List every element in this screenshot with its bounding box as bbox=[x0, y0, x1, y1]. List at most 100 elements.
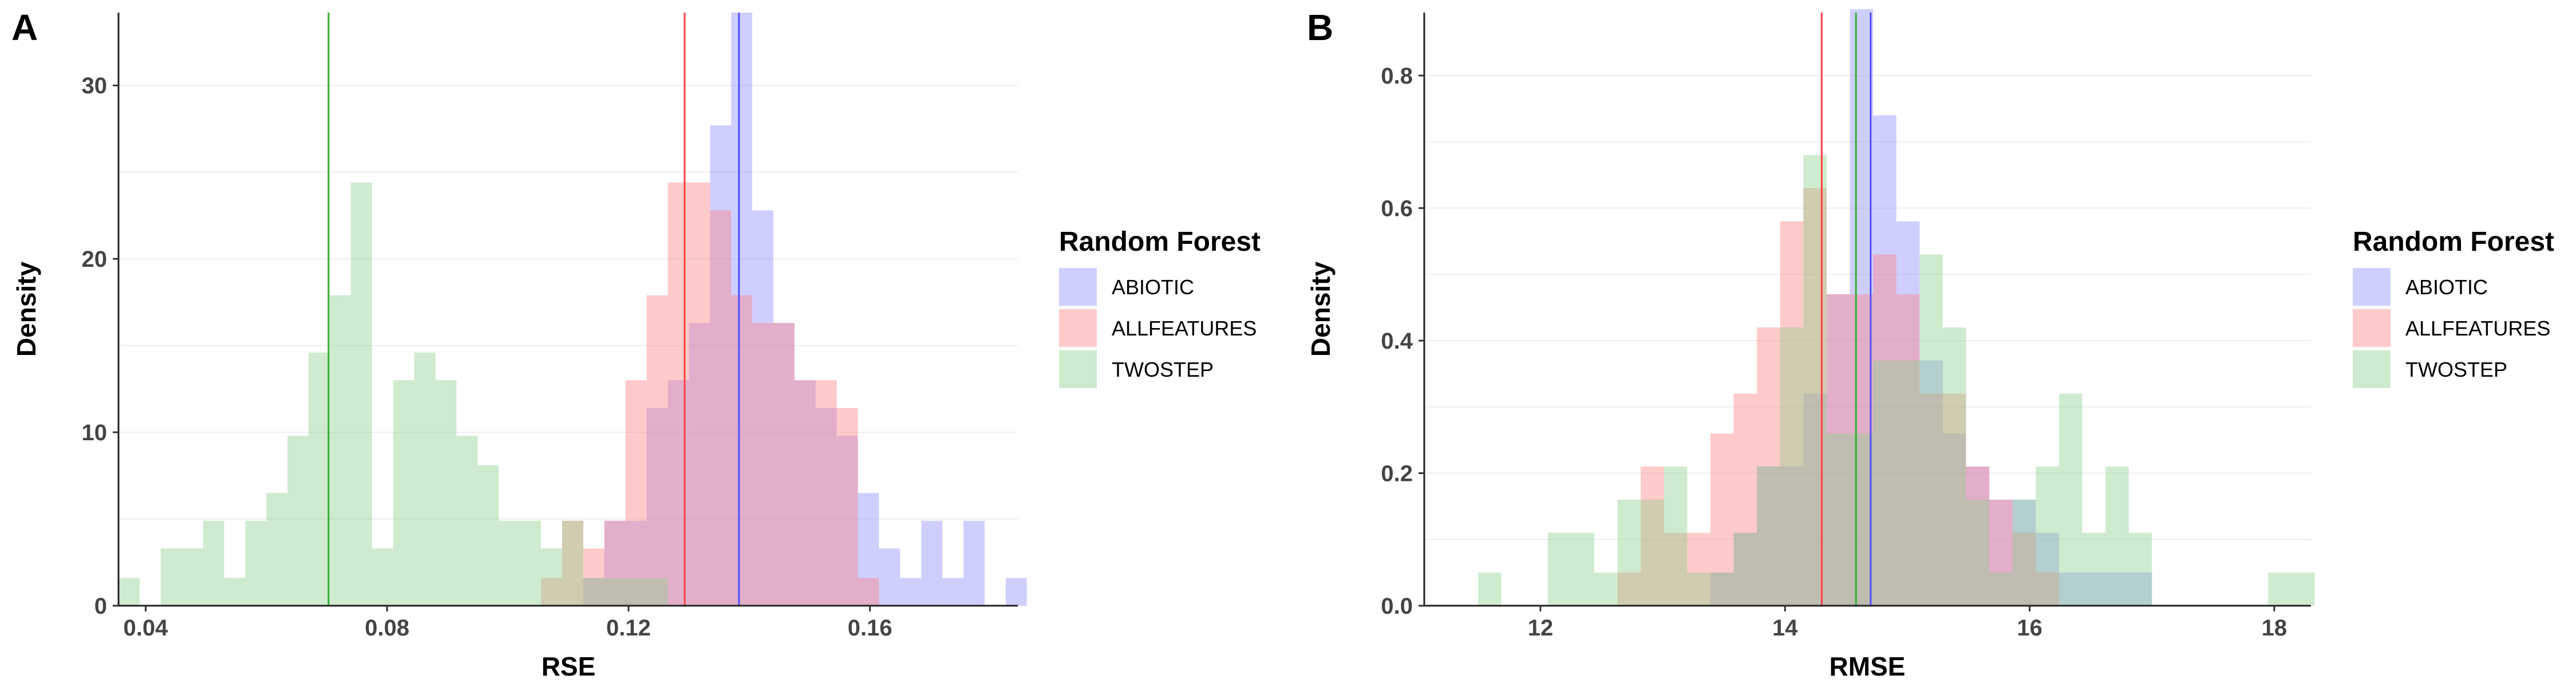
panel-a-bar-twostep bbox=[224, 578, 246, 606]
panel-a-bar-abiotic bbox=[921, 520, 943, 606]
panel-a-bar-abiotic bbox=[710, 125, 732, 606]
panel-b-legend-label-allfeatures: ALLFEATURES bbox=[2405, 317, 2550, 340]
panel-a-bar-twostep bbox=[266, 493, 288, 606]
panel-b-bar-twostep bbox=[1641, 499, 1664, 606]
panel-b-legend-key-allfeatures bbox=[2353, 309, 2391, 347]
panel-a-bar-abiotic bbox=[942, 578, 964, 606]
panel-a-x-tick-label: 0.12 bbox=[606, 615, 651, 641]
panel-b-x-axis-title: RMSE bbox=[1830, 652, 1906, 681]
panel-a-bar-twostep bbox=[245, 520, 267, 606]
panel-a-bar-allfeatures bbox=[583, 548, 605, 606]
panel-a-bar-twostep bbox=[160, 548, 182, 606]
panel-b-y-tick-label: 0.2 bbox=[1381, 461, 1413, 486]
panel-b-bar-allfeatures bbox=[1850, 294, 1874, 606]
panel-b-bar-allfeatures bbox=[1733, 393, 1757, 606]
panel-a-bar-allfeatures bbox=[625, 380, 647, 606]
panel-b-y-tick-label: 0.4 bbox=[1381, 329, 1413, 354]
panel-b-bar-twostep bbox=[2291, 572, 2315, 606]
panel-b-legend-label-twostep: TWOSTEP bbox=[2405, 358, 2507, 381]
panel-b-bar-twostep bbox=[1966, 499, 1990, 606]
panel-b-bar-twostep bbox=[1780, 327, 1804, 606]
panel-b-bar-twostep bbox=[1989, 572, 2013, 606]
panel-b-bar-twostep bbox=[1687, 572, 1710, 606]
panel-a-bar-abiotic bbox=[858, 493, 879, 606]
panel-b-bar-allfeatures bbox=[1710, 433, 1734, 606]
panel-b-bar-abiotic bbox=[1989, 499, 2013, 606]
panel-b-bar-allfeatures bbox=[1989, 499, 2013, 606]
panel-b-bar-abiotic bbox=[1826, 294, 1850, 606]
panel-a-gridlines bbox=[118, 85, 1018, 606]
panel-b-bar-abiotic bbox=[1710, 572, 1734, 606]
panel-a-bar-allfeatures bbox=[752, 323, 773, 606]
panel-a-bar-abiotic bbox=[731, 13, 753, 606]
panel-a-bar-twostep bbox=[203, 520, 224, 606]
panel-b-x-tick-label: 14 bbox=[1772, 615, 1798, 641]
panel-a-x-tick-label: 0.08 bbox=[365, 615, 409, 641]
panel-b-bar-twostep bbox=[1803, 155, 1827, 606]
panel-a-bar-abiotic bbox=[773, 323, 795, 606]
panel-a-bar-abiotic bbox=[815, 408, 837, 606]
panel-a-y-axis-title: Density bbox=[11, 262, 41, 357]
panel-b-bar-abiotic bbox=[2128, 572, 2152, 606]
panel-b-legend-label-abiotic: ABIOTIC bbox=[2405, 275, 2488, 299]
panel-a-bar-abiotic bbox=[794, 380, 816, 606]
panel-a-bar-twostep bbox=[541, 548, 562, 606]
panel-a-legend: Random Forest ABIOTIC ALLFEATURES TWOSTEP bbox=[1059, 227, 1261, 388]
panel-b-bar-allfeatures bbox=[1757, 327, 1780, 606]
panel-b-bar-allfeatures bbox=[1664, 532, 1688, 606]
panel-a-histogram: A 0.04 0.08 0.12 0.16 0 10 20 30 RSE Density Ra… bbox=[11, 7, 1261, 681]
panel-a-legend-key-twostep bbox=[1059, 350, 1097, 388]
panel-a-bar-twostep bbox=[646, 578, 668, 606]
panel-b-legend-title: Random Forest bbox=[2353, 227, 2554, 257]
panel-a-bar-abiotic bbox=[583, 578, 605, 606]
panel-b-y-tick-label: 0.6 bbox=[1381, 196, 1413, 221]
panel-a-y-tick-label: 30 bbox=[82, 73, 108, 98]
panel-b-bar-abiotic bbox=[1757, 466, 1780, 606]
panel-a-legend-label-twostep: TWOSTEP bbox=[1112, 358, 1214, 381]
panel-a-bar-allfeatures bbox=[646, 295, 668, 606]
panel-b-label: B bbox=[1307, 7, 1333, 48]
panel-a-bar-twostep bbox=[309, 352, 330, 606]
panel-b-bar-abiotic bbox=[2036, 532, 2059, 606]
panel-b-bar-allfeatures bbox=[1803, 188, 1827, 606]
panel-a-bar-allfeatures bbox=[562, 520, 583, 606]
panel-a-bars bbox=[118, 13, 1027, 606]
panel-a-bar-twostep bbox=[181, 548, 203, 606]
panel-b-bar-abiotic bbox=[1873, 115, 1897, 606]
panel-a-bar-abiotic bbox=[604, 520, 626, 606]
panel-a-bar-allfeatures bbox=[815, 380, 837, 606]
panel-b-bar-abiotic bbox=[1733, 532, 1757, 606]
panel-a-x-tick-label: 0.16 bbox=[848, 615, 892, 641]
panel-a-bar-allfeatures bbox=[731, 295, 753, 606]
panel-a-bar-abiotic bbox=[963, 520, 985, 606]
panel-a-bar-twostep bbox=[562, 520, 583, 606]
panel-b-bar-allfeatures bbox=[2012, 532, 2036, 606]
panel-a-bar-twostep bbox=[330, 295, 351, 606]
panel-b-bar-twostep bbox=[1664, 466, 1688, 606]
panel-b-bar-twostep bbox=[1942, 327, 1966, 606]
panel-a-bar-twostep bbox=[118, 578, 140, 606]
panel-b-y-tick-label: 0.0 bbox=[1381, 594, 1413, 619]
panel-b-bar-twostep bbox=[1896, 360, 1920, 606]
panel-b-bar-twostep bbox=[1478, 572, 1502, 606]
panel-a-bar-twostep bbox=[604, 578, 626, 606]
panel-b-bar-allfeatures bbox=[1896, 294, 1920, 606]
panel-b-bar-abiotic bbox=[1850, 9, 1874, 606]
panel-a-bar-allfeatures bbox=[541, 578, 562, 606]
panel-b-histogram: B 12 14 16 18 0.0 0.2 0.4 0.6 0.8 RMSE Density R… bbox=[1306, 7, 2554, 681]
panel-b-bar-twostep bbox=[2128, 532, 2152, 606]
panel-b-bar-twostep bbox=[1873, 360, 1897, 606]
panel-b-bar-allfeatures bbox=[1617, 572, 1641, 606]
panel-a-bar-twostep bbox=[583, 578, 605, 606]
panel-b-legend-key-abiotic bbox=[2353, 268, 2391, 306]
panel-a-mean-lines bbox=[327, 13, 740, 606]
panel-b-bar-abiotic bbox=[1780, 466, 1804, 606]
panel-a-y-tick-label: 10 bbox=[82, 420, 108, 445]
panel-b-bar-twostep bbox=[2012, 499, 2036, 606]
panel-b-bar-twostep bbox=[1919, 254, 1943, 606]
panel-b-bar-twostep bbox=[1710, 572, 1734, 606]
panel-b-bar-twostep bbox=[1850, 433, 1874, 606]
panel-b-bar-allfeatures bbox=[1919, 393, 1943, 606]
panel-a-bar-abiotic bbox=[646, 408, 668, 606]
panel-a-legend-key-allfeatures bbox=[1059, 309, 1097, 347]
